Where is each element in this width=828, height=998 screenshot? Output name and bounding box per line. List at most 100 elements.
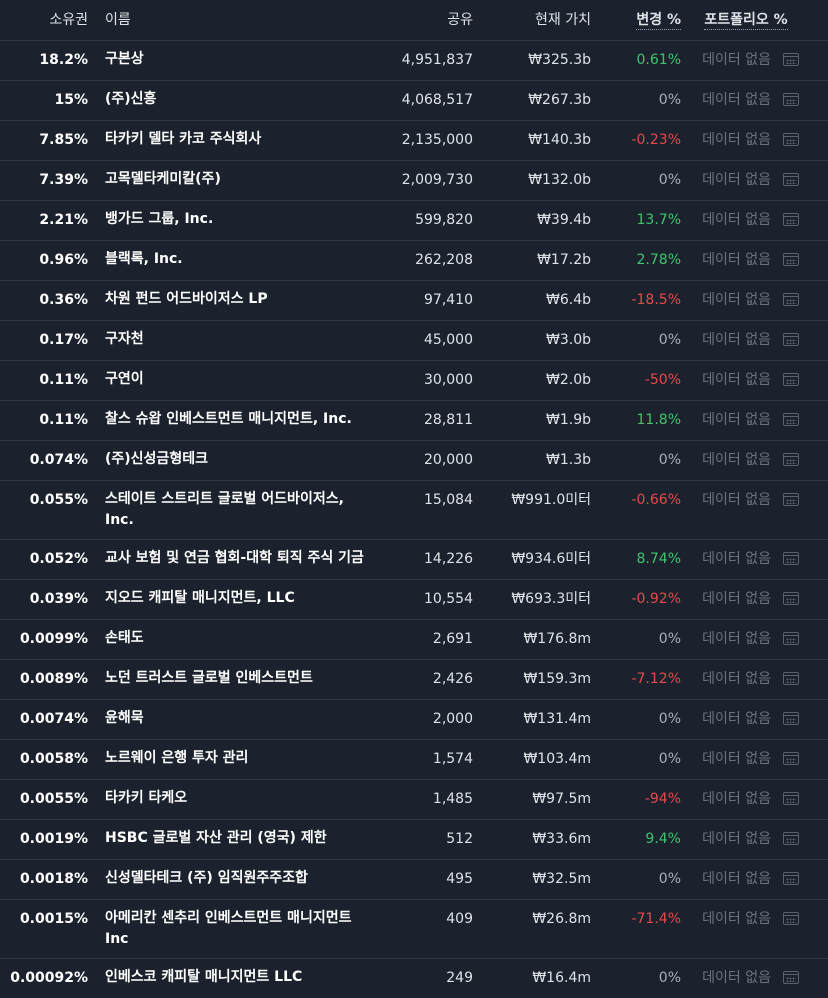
holder-name[interactable]: 블랙록, Inc.	[105, 251, 183, 267]
table-header: 소유권 이름 공유 현재 가치 변경 % 포트폴리오 %	[0, 0, 828, 41]
change-cell: -7.12%	[631, 671, 681, 687]
change-cell: -50%	[644, 372, 681, 388]
calendar-icon	[783, 672, 799, 685]
calendar-icon	[783, 792, 799, 805]
shares-cell: 2,009,730	[401, 172, 473, 188]
calendar-button[interactable]	[771, 580, 811, 605]
holder-name[interactable]: 아메리칸 센추리 인베스트먼트 매니지먼트 Inc	[105, 910, 352, 947]
table-row[interactable]: 0.0099% 손태도 2,691 ₩176.8m 0% 데이터 없음	[0, 620, 828, 660]
portfolio-cell: 데이터 없음	[702, 551, 771, 567]
holder-name[interactable]: 신성델타테크 (주) 임직원주주조합	[105, 870, 308, 886]
holder-name[interactable]: (주)신성금형테크	[105, 451, 208, 467]
value-cell: ₩934.6미터	[511, 551, 591, 567]
calendar-button[interactable]	[771, 540, 811, 565]
table-row[interactable]: 0.00092% 인베스코 캐피탈 매니지먼트 LLC 249 ₩16.4m 0…	[0, 959, 828, 998]
shares-cell: 249	[446, 970, 473, 986]
calendar-button[interactable]	[771, 860, 811, 885]
table-row[interactable]: 0.0018% 신성델타테크 (주) 임직원주주조합 495 ₩32.5m 0%…	[0, 860, 828, 900]
holder-name[interactable]: (주)신흥	[105, 91, 157, 107]
calendar-button[interactable]	[771, 620, 811, 645]
holder-name[interactable]: 구본상	[105, 51, 144, 67]
calendar-icon	[783, 373, 799, 386]
table-row[interactable]: 0.074% (주)신성금형테크 20,000 ₩1.3b 0% 데이터 없음	[0, 441, 828, 481]
calendar-button[interactable]	[771, 121, 811, 146]
ownership-cell: 0.11%	[39, 372, 88, 388]
header-change-label[interactable]: 변경 %	[636, 12, 681, 30]
header-change[interactable]: 변경 %	[591, 0, 681, 40]
holder-name[interactable]: 스테이트 스트리트 글로벌 어드바이저스, Inc.	[105, 491, 344, 528]
portfolio-cell: 데이터 없음	[702, 172, 771, 188]
holder-name[interactable]: 인베스코 캐피탈 매니지먼트 LLC	[105, 969, 303, 985]
table-row[interactable]: 15% (주)신흥 4,068,517 ₩267.3b 0% 데이터 없음	[0, 81, 828, 121]
table-row[interactable]: 0.11% 찰스 슈왑 인베스트먼트 매니지먼트, Inc. 28,811 ₩1…	[0, 401, 828, 441]
calendar-button[interactable]	[771, 41, 811, 66]
table-row[interactable]: 18.2% 구본상 4,951,837 ₩325.3b 0.61% 데이터 없음	[0, 41, 828, 81]
value-cell: ₩2.0b	[546, 372, 591, 388]
header-portfolio-label[interactable]: 포트폴리오 %	[704, 12, 788, 30]
holder-name[interactable]: 교사 보험 및 연금 협회-대학 퇴직 주식 기금	[105, 550, 364, 566]
holder-name[interactable]: 뱅가드 그룹, Inc.	[105, 211, 214, 227]
ownership-cell: 0.00092%	[10, 970, 88, 986]
holder-name[interactable]: 노던 트러스트 글로벌 인베스트먼트	[105, 670, 313, 686]
holder-name[interactable]: 타카키 델타 카코 주식회사	[105, 131, 262, 147]
table-row[interactable]: 0.0019% HSBC 글로벌 자산 관리 (영국) 제한 512 ₩33.6…	[0, 820, 828, 860]
header-name[interactable]: 이름	[105, 12, 131, 28]
holder-name[interactable]: 구연이	[105, 371, 144, 387]
calendar-button[interactable]	[771, 900, 811, 925]
header-portfolio[interactable]: 포트폴리오 %	[681, 0, 811, 40]
header-shares[interactable]: 공유	[447, 12, 473, 28]
holder-name[interactable]: HSBC 글로벌 자산 관리 (영국) 제한	[105, 830, 327, 846]
calendar-button[interactable]	[771, 201, 811, 226]
holder-name[interactable]: 손태도	[105, 630, 144, 646]
table-row[interactable]: 0.0074% 윤해묵 2,000 ₩131.4m 0% 데이터 없음	[0, 700, 828, 740]
table-row[interactable]: 7.39% 고목델타케미칼(주) 2,009,730 ₩132.0b 0% 데이…	[0, 161, 828, 201]
table-row[interactable]: 0.11% 구연이 30,000 ₩2.0b -50% 데이터 없음	[0, 361, 828, 401]
calendar-icon	[783, 93, 799, 106]
calendar-button[interactable]	[771, 241, 811, 266]
holder-name[interactable]: 노르웨이 은행 투자 관리	[105, 750, 249, 766]
header-ownership[interactable]: 소유권	[49, 12, 88, 28]
table-row[interactable]: 0.052% 교사 보험 및 연금 협회-대학 퇴직 주식 기금 14,226 …	[0, 540, 828, 580]
table-row[interactable]: 0.17% 구자천 45,000 ₩3.0b 0% 데이터 없음	[0, 321, 828, 361]
table-row[interactable]: 0.96% 블랙록, Inc. 262,208 ₩17.2b 2.78% 데이터…	[0, 241, 828, 281]
header-value[interactable]: 현재 가치	[535, 12, 591, 28]
calendar-button[interactable]	[771, 481, 811, 506]
calendar-button[interactable]	[771, 161, 811, 186]
calendar-button[interactable]	[771, 959, 811, 984]
holder-name[interactable]: 지오드 캐피탈 매니지먼트, LLC	[105, 590, 295, 606]
table-row[interactable]: 0.0015% 아메리칸 센추리 인베스트먼트 매니지먼트 Inc 409 ₩2…	[0, 900, 828, 959]
calendar-button[interactable]	[771, 700, 811, 725]
holder-name[interactable]: 고목델타케미칼(주)	[105, 171, 221, 187]
calendar-button[interactable]	[771, 441, 811, 466]
portfolio-cell: 데이터 없음	[702, 711, 771, 727]
shares-cell: 4,951,837	[401, 52, 473, 68]
portfolio-cell: 데이터 없음	[702, 252, 771, 268]
table-row[interactable]: 0.0058% 노르웨이 은행 투자 관리 1,574 ₩103.4m 0% 데…	[0, 740, 828, 780]
portfolio-cell: 데이터 없음	[702, 791, 771, 807]
table-row[interactable]: 0.0089% 노던 트러스트 글로벌 인베스트먼트 2,426 ₩159.3m…	[0, 660, 828, 700]
change-cell: 2.78%	[636, 252, 681, 268]
holder-name[interactable]: 찰스 슈왑 인베스트먼트 매니지먼트, Inc.	[105, 411, 352, 427]
table-row[interactable]: 2.21% 뱅가드 그룹, Inc. 599,820 ₩39.4b 13.7% …	[0, 201, 828, 241]
holder-name[interactable]: 윤해묵	[105, 710, 144, 726]
table-row[interactable]: 0.055% 스테이트 스트리트 글로벌 어드바이저스, Inc. 15,084…	[0, 481, 828, 540]
calendar-button[interactable]	[771, 361, 811, 386]
calendar-button[interactable]	[771, 660, 811, 685]
table-row[interactable]: 7.85% 타카키 델타 카코 주식회사 2,135,000 ₩140.3b -…	[0, 121, 828, 161]
calendar-button[interactable]	[771, 740, 811, 765]
table-row[interactable]: 0.0055% 타카키 타케오 1,485 ₩97.5m -94% 데이터 없음	[0, 780, 828, 820]
holder-name[interactable]: 구자천	[105, 331, 144, 347]
calendar-button[interactable]	[771, 321, 811, 346]
holder-name[interactable]: 타카키 타케오	[105, 790, 188, 806]
table-row[interactable]: 0.039% 지오드 캐피탈 매니지먼트, LLC 10,554 ₩693.3미…	[0, 580, 828, 620]
ownership-cell: 0.0019%	[19, 831, 88, 847]
shares-cell: 599,820	[415, 212, 473, 228]
holder-name[interactable]: 차원 펀드 어드바이저스 LP	[105, 291, 268, 307]
calendar-button[interactable]	[771, 401, 811, 426]
calendar-button[interactable]	[771, 281, 811, 306]
calendar-button[interactable]	[771, 820, 811, 845]
table-row[interactable]: 0.36% 차원 펀드 어드바이저스 LP 97,410 ₩6.4b -18.5…	[0, 281, 828, 321]
calendar-button[interactable]	[771, 780, 811, 805]
calendar-button[interactable]	[771, 81, 811, 106]
